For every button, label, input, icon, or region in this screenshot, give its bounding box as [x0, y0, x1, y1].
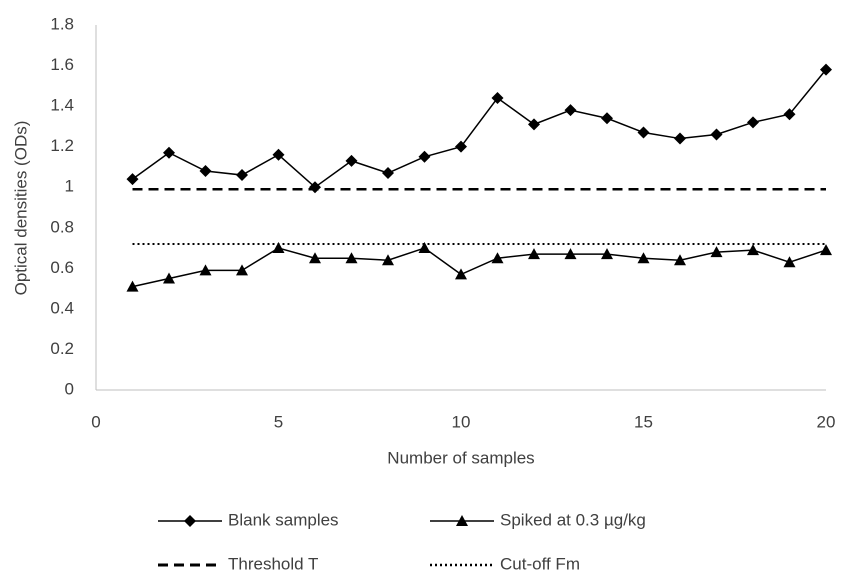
- y-tick-label: 1.4: [50, 96, 74, 115]
- y-tick-label: 0: [65, 379, 74, 398]
- y-tick-label: 0.4: [50, 298, 74, 317]
- marker: [272, 148, 285, 161]
- y-axis-label: Optical densities (ODs): [11, 121, 30, 296]
- marker: [747, 116, 759, 129]
- y-tick-label: 0.2: [50, 339, 74, 358]
- marker: [564, 248, 577, 260]
- marker: [236, 264, 248, 276]
- marker: [710, 128, 723, 141]
- marker: [747, 244, 759, 256]
- marker: [163, 146, 175, 159]
- y-tick-label: 1.8: [50, 14, 74, 33]
- marker: [783, 256, 796, 268]
- marker: [491, 92, 504, 104]
- marker: [418, 242, 431, 254]
- marker: [820, 63, 832, 76]
- marker: [820, 244, 832, 256]
- marker: [418, 150, 431, 163]
- y-tick-label: 0.6: [50, 258, 74, 277]
- legend-label: Cut-off Fm: [500, 554, 580, 573]
- marker: [345, 154, 358, 167]
- series-line: [132, 247, 827, 288]
- marker: [199, 165, 212, 177]
- marker: [601, 248, 613, 260]
- marker: [309, 252, 321, 264]
- x-tick-label: 5: [274, 412, 283, 431]
- marker: [710, 246, 723, 258]
- marker: [601, 112, 613, 125]
- marker: [674, 132, 686, 145]
- legend-marker: [184, 515, 196, 527]
- marker: [455, 140, 467, 153]
- marker: [163, 272, 175, 284]
- marker: [382, 254, 394, 266]
- marker: [491, 252, 504, 264]
- marker: [126, 280, 139, 292]
- marker: [455, 268, 467, 280]
- marker: [236, 169, 248, 182]
- marker: [126, 173, 139, 186]
- marker: [345, 252, 358, 264]
- marker: [199, 264, 212, 276]
- y-tick-label: 1.6: [50, 55, 74, 74]
- series-line: [132, 69, 827, 189]
- marker: [382, 167, 394, 180]
- marker: [528, 248, 540, 260]
- marker: [674, 254, 686, 266]
- legend-label: Threshold T: [228, 554, 318, 573]
- marker: [783, 108, 796, 121]
- x-tick-label: 15: [634, 412, 653, 431]
- marker: [637, 126, 650, 139]
- x-tick-label: 10: [452, 412, 471, 431]
- marker: [564, 104, 577, 117]
- marker: [637, 252, 650, 264]
- x-tick-label: 20: [817, 412, 836, 431]
- y-tick-label: 1.2: [50, 136, 74, 155]
- legend-label: Spiked at 0.3 µg/kg: [500, 510, 646, 529]
- legend-marker: [456, 515, 468, 526]
- legend-label: Blank samples: [228, 510, 339, 529]
- marker: [272, 242, 285, 254]
- marker: [528, 118, 540, 131]
- x-tick-label: 0: [91, 412, 100, 431]
- y-tick-label: 0.8: [50, 217, 74, 236]
- y-tick-label: 1: [65, 177, 74, 196]
- x-axis-label: Number of samples: [387, 448, 534, 467]
